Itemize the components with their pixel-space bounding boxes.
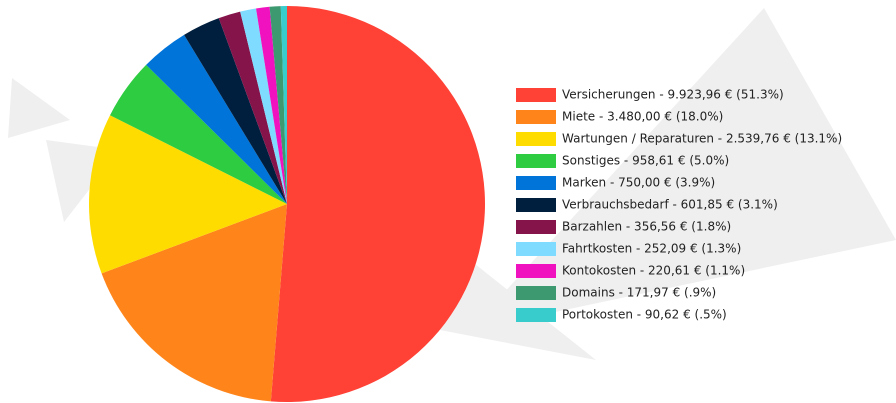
legend-label: Barzahlen - 356,56 € (1.8%): [562, 220, 731, 234]
pie-slice: [88, 115, 287, 274]
legend-swatch: [516, 176, 556, 190]
legend-label: Marken - 750,00 € (3.9%): [562, 176, 715, 190]
pie-slice: [101, 204, 287, 402]
background-decoration: [8, 8, 896, 360]
legend-label: Fahrtkosten - 252,09 € (1.3%): [562, 242, 741, 256]
legend-label: Portokosten - 90,62 € (.5%): [562, 308, 727, 322]
legend-swatch: [516, 220, 556, 234]
legend-label: Kontokosten - 220,61 € (1.1%): [562, 264, 745, 278]
legend-swatch: [516, 110, 556, 124]
legend-label: Verbrauchsbedarf - 601,85 € (3.1%): [562, 198, 778, 212]
pie-slice: [256, 6, 287, 204]
bg-triangle: [470, 8, 896, 330]
pie-slice: [280, 6, 287, 204]
bg-triangle: [8, 78, 70, 138]
pie-slice: [270, 6, 485, 402]
legend-label: Versicherungen - 9.923,96 € (51.3%): [562, 88, 784, 102]
pie-slice: [218, 11, 287, 205]
legend-swatch: [516, 132, 556, 146]
legend-label: Miete - 3.480,00 € (18.0%): [562, 110, 723, 124]
legend-swatch: [516, 308, 556, 322]
legend-swatch: [516, 264, 556, 278]
legend-label: Domains - 171,97 € (.9%): [562, 286, 716, 300]
pie-slice: [110, 64, 287, 204]
pie-slice: [146, 34, 287, 204]
pie-slice: [269, 6, 287, 204]
legend-swatch: [516, 242, 556, 256]
pie: [88, 6, 485, 402]
legend-label: Wartungen / Reparaturen - 2.539,76 € (13…: [562, 132, 842, 146]
pie-slice: [240, 8, 287, 204]
legend-swatch: [516, 88, 556, 102]
pie-slice: [184, 18, 287, 205]
legend-label: Sonstiges - 958,61 € (5.0%): [562, 154, 729, 168]
legend-swatch: [516, 198, 556, 212]
legend-swatch: [516, 154, 556, 168]
legend-swatch: [516, 286, 556, 300]
legend: Versicherungen - 9.923,96 € (51.3%) Miete…: [516, 88, 842, 322]
